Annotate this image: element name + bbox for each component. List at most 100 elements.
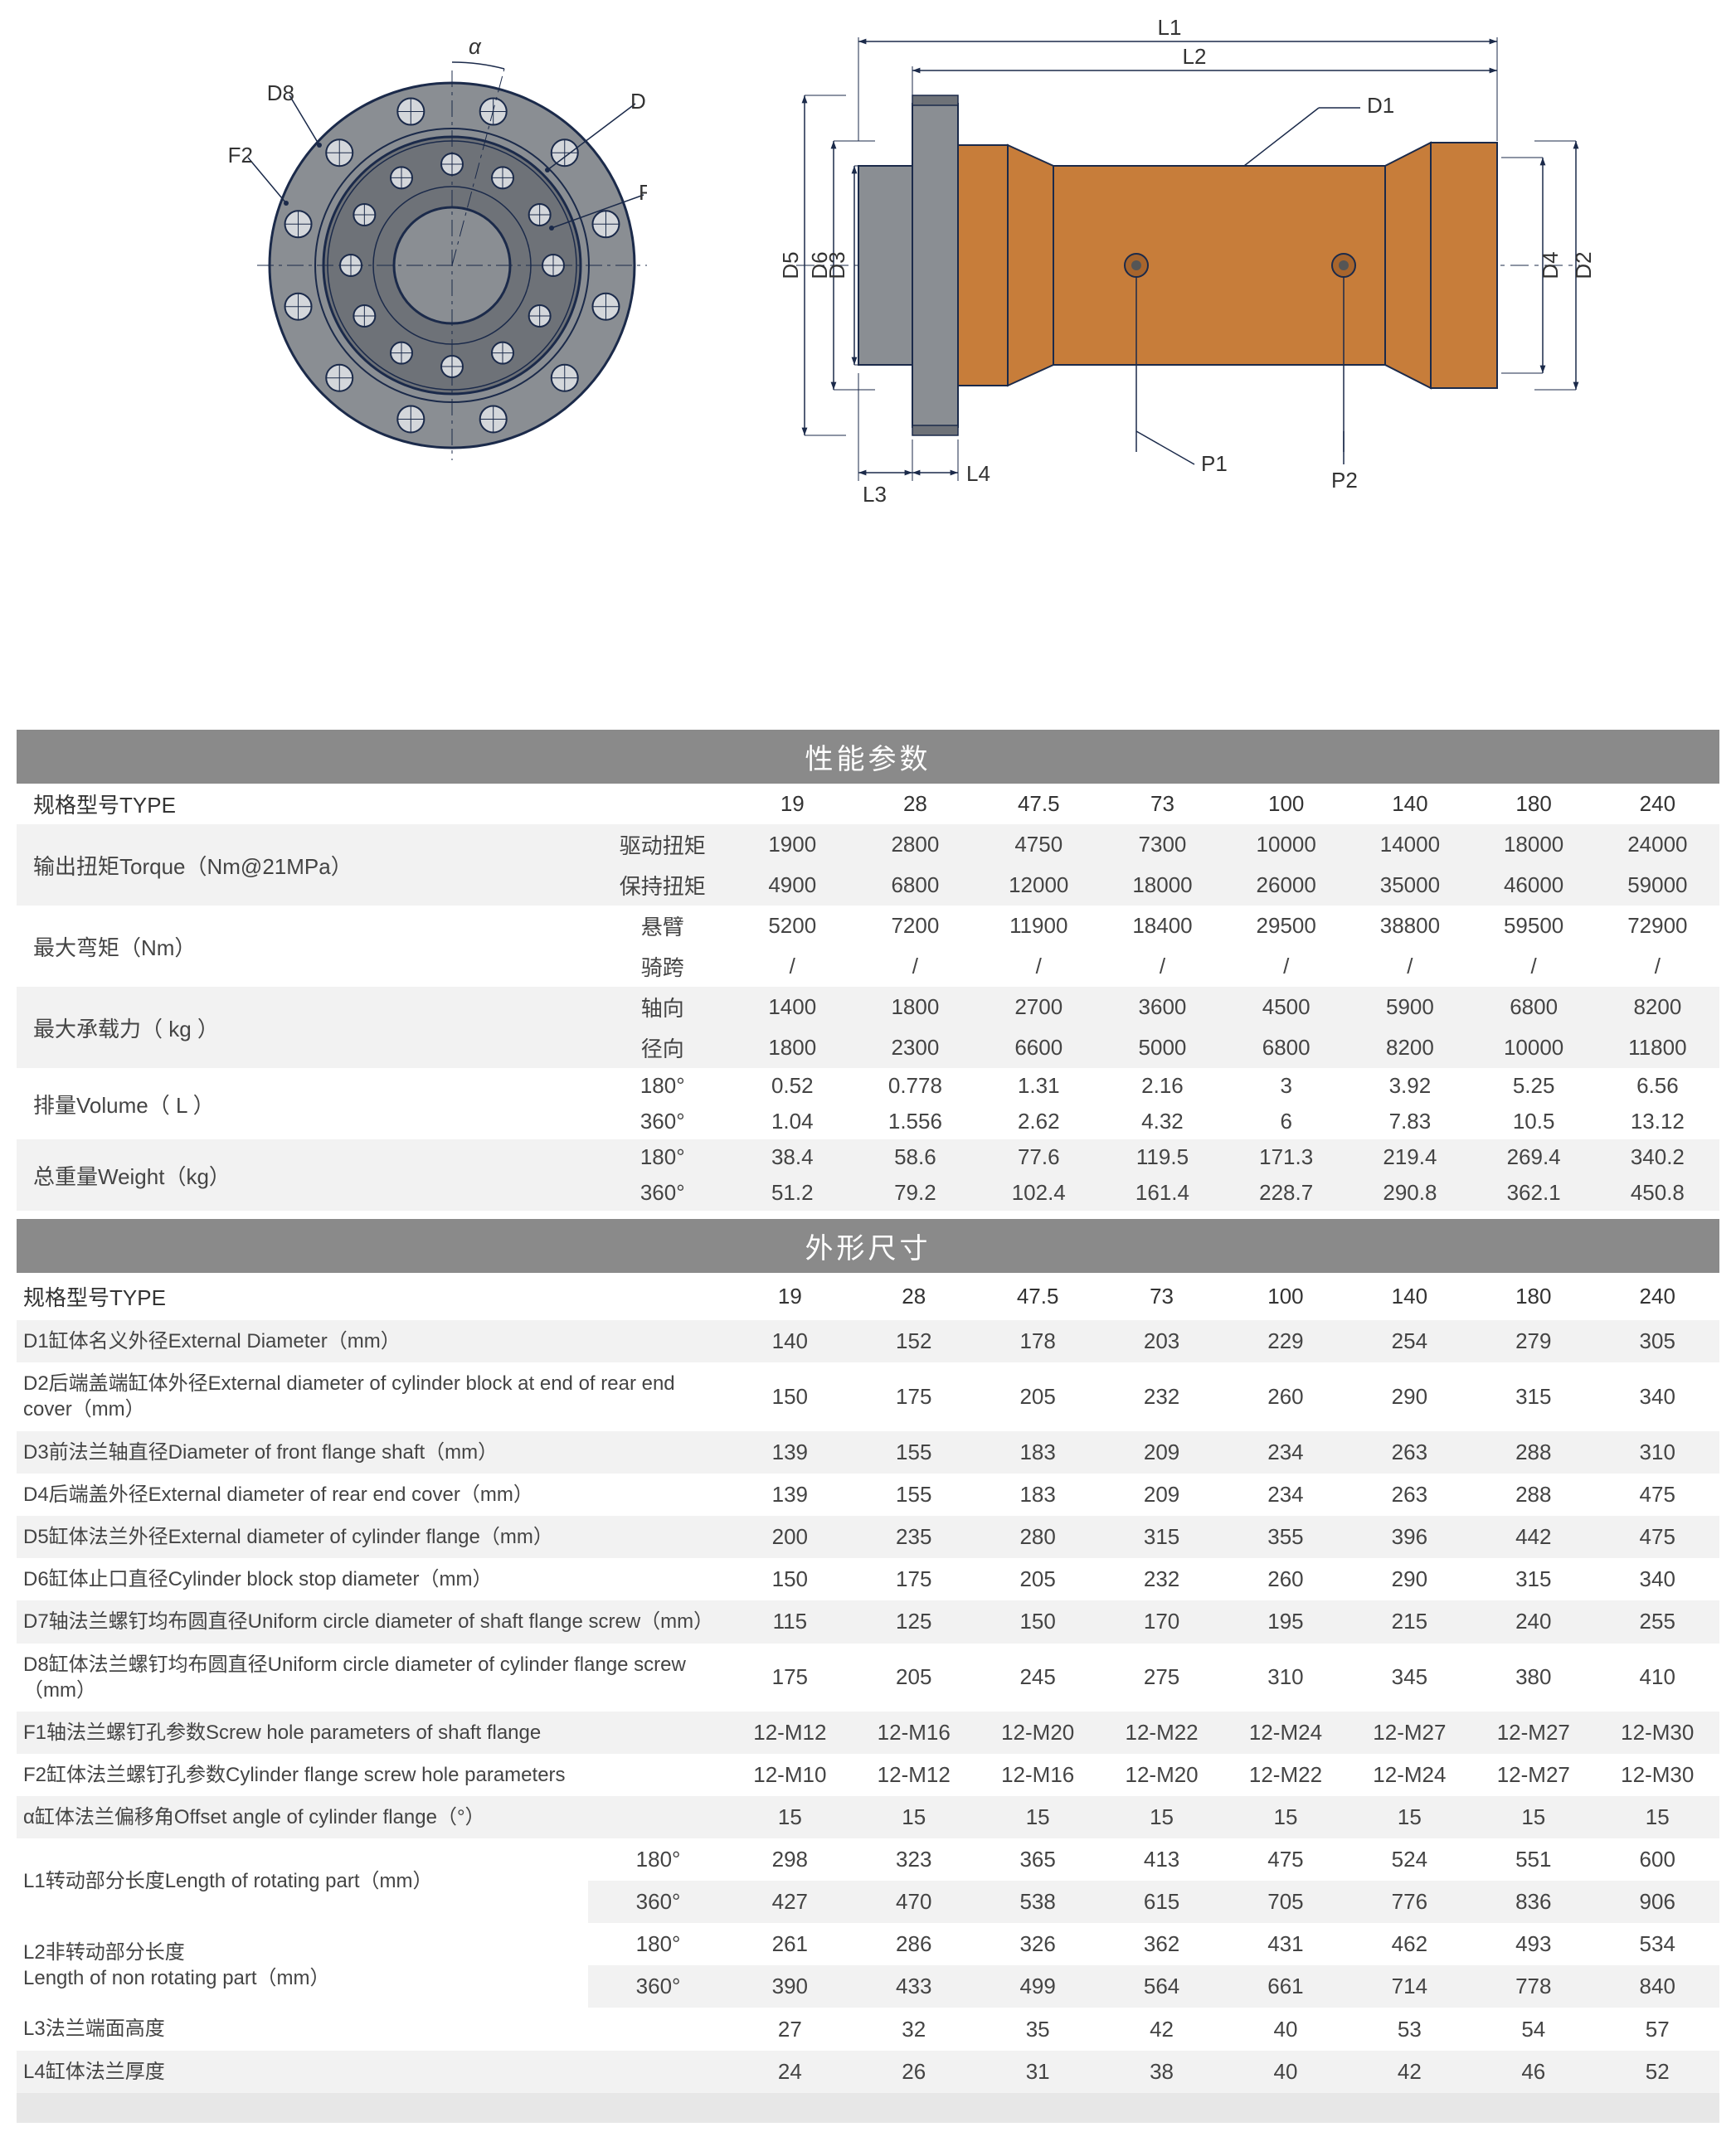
perf-val: /: [1348, 946, 1471, 987]
dims-val: 345: [1348, 1644, 1471, 1712]
perf-val: /: [977, 946, 1101, 987]
dims-val: 42: [1100, 2008, 1223, 2050]
dims-val: 355: [1223, 1516, 1347, 1558]
dims-val: 661: [1223, 1965, 1347, 2008]
dims-val: 53: [1348, 2008, 1471, 2050]
dims-type-val: 47.5: [975, 1273, 1099, 1320]
dims-val: 462: [1348, 1923, 1471, 1965]
dims-val: 12-M16: [852, 1712, 975, 1754]
svg-text:D1: D1: [1367, 93, 1394, 118]
dims-val: 232: [1100, 1558, 1223, 1600]
perf-type-val: 19: [731, 784, 853, 824]
dims-val: 12-M16: [975, 1754, 1099, 1796]
dims-row: F1轴法兰螺钉孔参数Screw hole parameters of shaft…: [17, 1712, 1719, 1754]
dims-row: D7轴法兰螺钉均布圆直径Uniform circle diameter of s…: [17, 1600, 1719, 1643]
dims-row-label: D8缸体法兰螺钉均布圆直径Uniform circle diameter of …: [17, 1644, 728, 1712]
perf-val: 12000: [977, 865, 1101, 906]
dims-val: 275: [1100, 1644, 1223, 1712]
perf-val: 1800: [853, 987, 976, 1027]
dims-val: 125: [852, 1600, 975, 1643]
perf-val: 119.5: [1101, 1139, 1224, 1175]
dims-val: 255: [1595, 1600, 1719, 1643]
dims-row-label: L3法兰端面高度: [17, 2008, 588, 2050]
dims-val: 155: [852, 1431, 975, 1474]
perf-val: 59500: [1472, 906, 1596, 946]
dims-val: 836: [1471, 1881, 1595, 1923]
perf-val: 8200: [1348, 1027, 1471, 1068]
dims-sub: 360°: [588, 1965, 727, 2008]
perf-row: 最大承载力（ kg ）轴向140018002700360045005900680…: [17, 987, 1719, 1027]
dims-type-val: 28: [852, 1273, 975, 1320]
dims-val: 564: [1100, 1965, 1223, 2008]
svg-text:L3: L3: [863, 482, 887, 507]
dims-val: 298: [728, 1838, 852, 1881]
dims-val: 245: [975, 1644, 1099, 1712]
dims-val: 323: [852, 1838, 975, 1881]
dims-row: L4缸体法兰厚度2426313840424652: [17, 2051, 1719, 2093]
dims-val: 290: [1348, 1362, 1471, 1430]
dims-row: F2缸体法兰螺钉孔参数Cylinder flange screw hole pa…: [17, 1754, 1719, 1796]
perf-val: 2300: [853, 1027, 976, 1068]
dims-val: 40: [1223, 2051, 1347, 2093]
perf-val: 219.4: [1348, 1139, 1471, 1175]
dims-row-label: D7轴法兰螺钉均布圆直径Uniform circle diameter of s…: [17, 1600, 728, 1643]
perf-val: 1800: [731, 1027, 853, 1068]
perf-val: 171.3: [1224, 1139, 1348, 1175]
dims-type-val: 180: [1471, 1273, 1595, 1320]
perf-val: 3.92: [1348, 1068, 1471, 1104]
perf-sub: 保持扭矩: [594, 865, 731, 906]
dims-val: 12-M27: [1471, 1712, 1595, 1754]
svg-text:P1: P1: [1201, 451, 1228, 476]
dims-val: 390: [728, 1965, 852, 2008]
dims-val: 15: [1223, 1796, 1347, 1838]
front-flange-diagram: αD8F2D7F1: [216, 33, 647, 464]
diagram-area: αD8F2D7F1 P1P2L1L2D1D5D6D3D4D2L3L4: [0, 0, 1736, 630]
svg-text:D2: D2: [1571, 251, 1596, 279]
dims-row-label: D6缸体止口直径Cylinder block stop diameter（mm）: [17, 1558, 728, 1600]
perf-row: 排量Volume（ L ）180°0.520.7781.312.1633.925…: [17, 1068, 1719, 1104]
dims-sub: 180°: [588, 1923, 727, 1965]
dims-val: 413: [1100, 1838, 1223, 1881]
dims-row-label: L4缸体法兰厚度: [17, 2051, 588, 2093]
perf-type-val: 100: [1224, 784, 1348, 824]
dims-val: 140: [728, 1320, 852, 1362]
dims-val: 26: [852, 2051, 975, 2093]
dims-type-val: 100: [1223, 1273, 1347, 1320]
dims-val: 205: [975, 1362, 1099, 1430]
dims-row: α缸体法兰偏移角Offset angle of cylinder flange（…: [17, 1796, 1719, 1838]
dims-val: 38: [1100, 2051, 1223, 2093]
perf-sub: 360°: [594, 1175, 731, 1211]
dims-type-row: 规格型号TYPE192847.573100140180240: [17, 1273, 1719, 1320]
perf-sub: 悬臂: [594, 906, 731, 946]
dims-val: 200: [728, 1516, 852, 1558]
perf-val: 10000: [1224, 824, 1348, 865]
dims-val: 234: [1223, 1474, 1347, 1516]
dims-val: 431: [1223, 1923, 1347, 1965]
perf-val: 1900: [731, 824, 853, 865]
perf-sub: 180°: [594, 1139, 731, 1175]
dims-val: 840: [1595, 1965, 1719, 2008]
perf-val: 3: [1224, 1068, 1348, 1104]
tables-area: 性能参数 规格型号TYPE192847.573100140180240输出扭矩T…: [0, 730, 1736, 2156]
dims-val: 288: [1471, 1474, 1595, 1516]
perf-sub: 360°: [594, 1104, 731, 1139]
perf-val: 2800: [853, 824, 976, 865]
dims-val: 12-M12: [852, 1754, 975, 1796]
dims-val: 183: [975, 1474, 1099, 1516]
perf-val: 362.1: [1472, 1175, 1596, 1211]
perf-val: 6800: [853, 865, 976, 906]
perf-type-val: 28: [853, 784, 976, 824]
dims-val: 175: [728, 1644, 852, 1712]
perf-val: 5200: [731, 906, 853, 946]
perf-val: 5.25: [1472, 1068, 1596, 1104]
perf-row: 输出扭矩Torque（Nm@21MPa）驱动扭矩1900280047507300…: [17, 824, 1719, 865]
perf-type-row: 规格型号TYPE192847.573100140180240: [17, 784, 1719, 824]
dims-val: 524: [1348, 1838, 1471, 1881]
perf-val: 4.32: [1101, 1104, 1224, 1139]
perf-row-label: 排量Volume（ L ）: [17, 1068, 594, 1139]
perf-val: 6.56: [1596, 1068, 1719, 1104]
dims-val: 235: [852, 1516, 975, 1558]
perf-val: 35000: [1348, 865, 1471, 906]
perf-type-val: 73: [1101, 784, 1224, 824]
dims-row-label: D4后端盖外径External diameter of rear end cov…: [17, 1474, 728, 1516]
